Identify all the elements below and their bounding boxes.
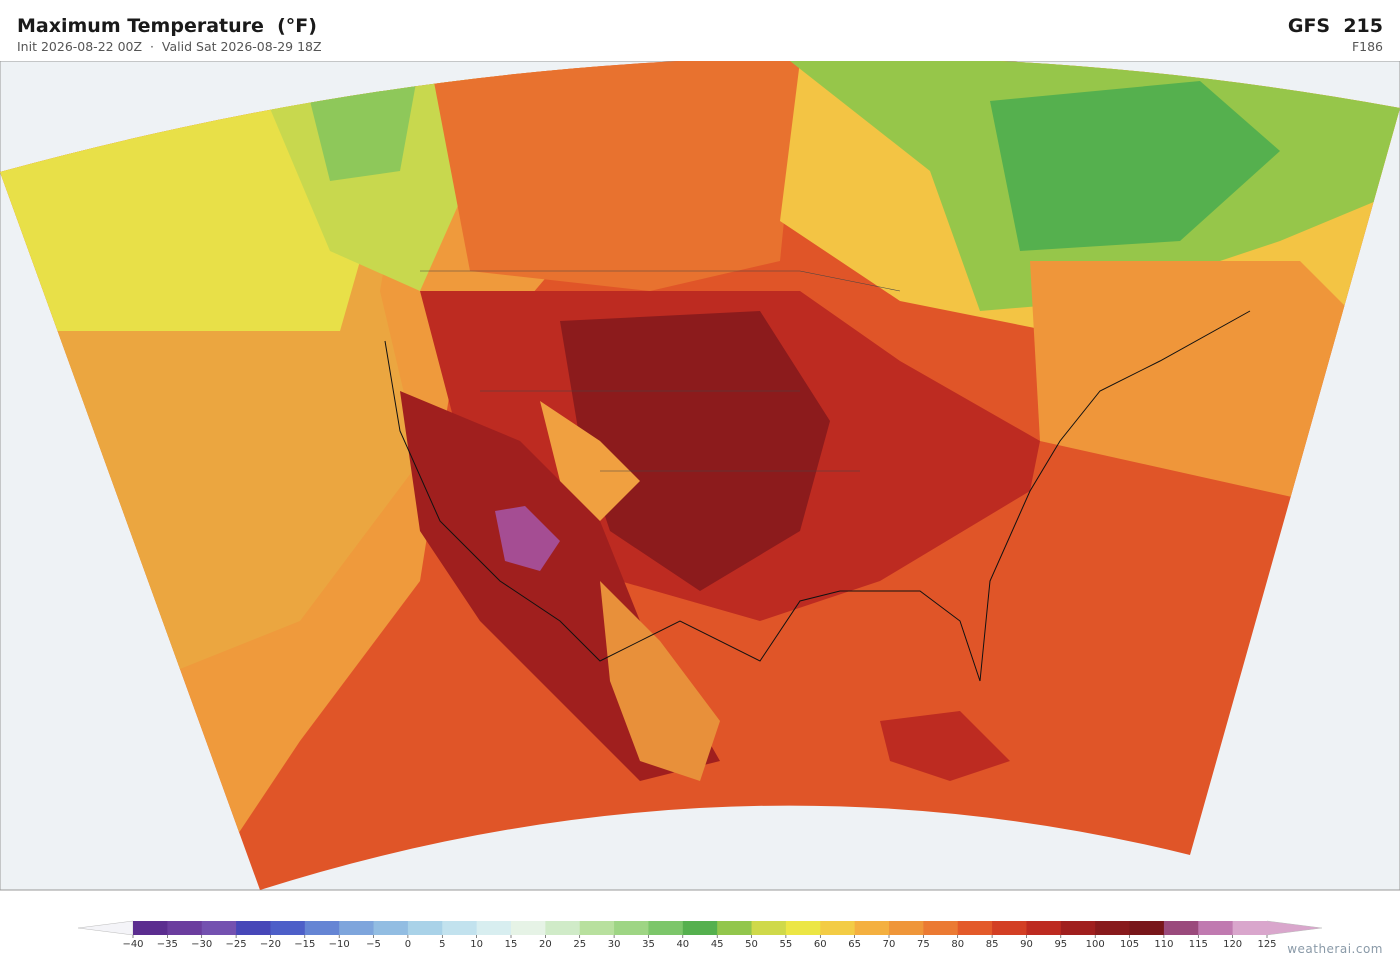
colorbar-tick-label: 125 xyxy=(1257,939,1276,950)
colorbar-cell xyxy=(1129,921,1165,935)
colorbar-cell xyxy=(511,921,546,935)
colorbar-tick-label: −35 xyxy=(157,939,178,950)
colorbar-cell xyxy=(682,921,718,935)
colorbar-cell xyxy=(1095,921,1131,935)
colorbar-tick-label: 45 xyxy=(711,939,724,950)
colorbar-cell xyxy=(614,921,649,935)
colorbar-tick-label: 70 xyxy=(883,939,896,950)
colorbar-cell xyxy=(167,921,203,935)
colorbar-cell xyxy=(648,921,684,935)
colorbar-cell xyxy=(407,921,443,935)
colorbar-tick-label: 115 xyxy=(1189,939,1208,950)
colorbar-tick-label: 40 xyxy=(676,939,689,950)
colorbar-tick-label: 60 xyxy=(814,939,827,950)
forecast-hour: F186 xyxy=(1351,39,1383,54)
colorbar-cell xyxy=(785,921,821,935)
colorbar-cell xyxy=(992,921,1027,935)
colorbar-cell xyxy=(923,921,959,935)
colorbar-cell xyxy=(957,921,993,935)
colorbar-tick-label: 85 xyxy=(986,939,999,950)
coastline xyxy=(384,310,1251,682)
colorbar-cell xyxy=(442,921,478,935)
colorbar-tick-label: 110 xyxy=(1154,939,1173,950)
colorbar-tick-label: 120 xyxy=(1223,939,1242,950)
colorbar-cell xyxy=(1198,921,1234,935)
colorbar-cell xyxy=(270,921,306,935)
colorbar-tick-label: 20 xyxy=(539,939,552,950)
colorbar-min-extend xyxy=(77,920,134,936)
colorbar-max-extend xyxy=(1266,920,1323,936)
colorbar-tick-label: 5 xyxy=(439,939,445,950)
model-name: GFS 215 xyxy=(1287,15,1383,37)
colorbar-tick-label: 105 xyxy=(1120,939,1139,950)
colorbar-cell xyxy=(717,921,753,935)
colorbar: −40 −35 −30 −25 −20 −15 −10 −5 0 5 10 15 20 25 30 35 40 4… xyxy=(77,920,1323,950)
colorbar-cell xyxy=(889,921,924,935)
colorbar-tick-label: 100 xyxy=(1086,939,1105,950)
colorbar-cell xyxy=(854,921,890,935)
colorbar-cell xyxy=(751,921,787,935)
colorbar-tick-label: −25 xyxy=(226,939,247,950)
colorbar-cell xyxy=(373,921,409,935)
colorbar-tick-label: −40 xyxy=(122,939,143,950)
colorbar-cell xyxy=(1060,921,1096,935)
colorbar-tick-label: 25 xyxy=(573,939,586,950)
colorbar-tick-label: 30 xyxy=(608,939,621,950)
boundaries xyxy=(420,270,901,472)
colorbar-cell xyxy=(133,921,168,935)
colorbar-tick-label: 35 xyxy=(642,939,655,950)
credit: weatherai.com xyxy=(1287,942,1383,956)
colorbar-cell xyxy=(545,921,581,935)
colorbar-tick-label: 75 xyxy=(917,939,930,950)
colorbar-cell xyxy=(304,921,340,935)
map xyxy=(0,61,1400,891)
colorbar-tick-label: −20 xyxy=(260,939,281,950)
colorbar-tick-label: 0 xyxy=(405,939,411,950)
map-title: Maximum Temperature (°F) xyxy=(17,15,317,37)
temperature-field xyxy=(0,61,1400,891)
colorbar-tick-label: 15 xyxy=(505,939,518,950)
colorbar-cell xyxy=(1232,921,1268,935)
colorbar-cell xyxy=(820,921,856,935)
colorbar-tick-label: 55 xyxy=(780,939,793,950)
colorbar-tick-label: 50 xyxy=(745,939,758,950)
colorbar-tick-label: −5 xyxy=(366,939,381,950)
colorbar-tick-label: 95 xyxy=(1054,939,1067,950)
colorbar-tick-label: 90 xyxy=(1020,939,1033,950)
colorbar-cell xyxy=(201,921,237,935)
colorbar-tick-label: −15 xyxy=(294,939,315,950)
colorbar-tick-label: −10 xyxy=(329,939,350,950)
colorbar-cell xyxy=(339,921,375,935)
colorbar-tick-label: −30 xyxy=(191,939,212,950)
colorbar-cell xyxy=(1026,921,1062,935)
colorbar-cell xyxy=(476,921,512,935)
colorbar-tick-label: 10 xyxy=(470,939,483,950)
colorbar-cell xyxy=(1163,921,1199,935)
map-subtitle: Init 2026-08-22 00Z · Valid Sat 2026-08-… xyxy=(17,39,322,54)
colorbar-tick-label: 65 xyxy=(848,939,861,950)
colorbar-cell xyxy=(236,921,271,935)
colorbar-cell xyxy=(579,921,615,935)
colorbar-tick-label: 80 xyxy=(951,939,964,950)
